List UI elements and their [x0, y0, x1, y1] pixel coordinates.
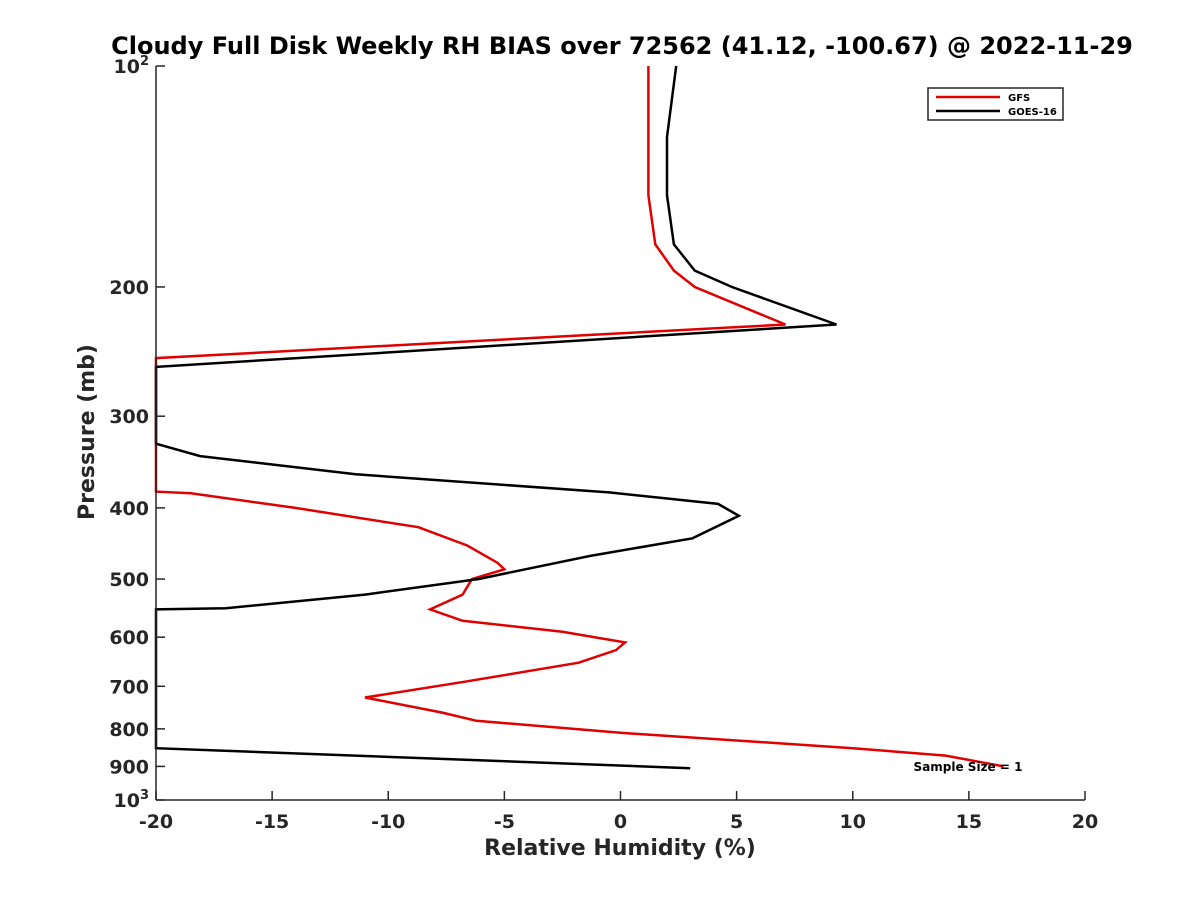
y-tick-label: 900 — [109, 756, 149, 778]
series-layer — [154, 65, 1004, 770]
y-tick-label: 200 — [109, 277, 149, 299]
x-tick-label: 15 — [956, 811, 982, 833]
series-line-goes-16 — [154, 65, 837, 770]
x-tick-label: -10 — [371, 811, 405, 833]
sample-size-annotation: Sample Size = 1 — [914, 760, 1023, 774]
y-tick-label: 600 — [109, 627, 149, 649]
y-tick-label: 800 — [109, 719, 149, 741]
x-tick-label: -20 — [139, 811, 173, 833]
legend: GFS GOES-16 — [927, 87, 1064, 121]
x-tick-label: -5 — [494, 811, 515, 833]
series-line-gfs — [154, 66, 1004, 768]
x-tick-label: 5 — [730, 811, 743, 833]
y-axis-label: Pressure (mb) — [75, 344, 100, 520]
y-tick-label: 300 — [109, 406, 149, 428]
y-tick-label: 700 — [109, 676, 149, 698]
y-tick-label: 102 — [114, 54, 150, 78]
legend-box — [927, 87, 1064, 121]
x-tick-label: 20 — [1072, 811, 1098, 833]
axes — [155, 65, 1086, 801]
x-tick-label: 0 — [614, 811, 627, 833]
x-tick-label: 10 — [840, 811, 866, 833]
x-tick-label: -15 — [255, 811, 289, 833]
tick-labels: -20 -15 -10 -5 0 5 10 15 20 102 200 300 400 500 600 700… — [109, 54, 1098, 833]
y-tick-label: 400 — [109, 498, 149, 520]
chart-title: Cloudy Full Disk Weekly RH BIAS over 725… — [111, 32, 1133, 60]
x-axis-label: Relative Humidity (%) — [484, 836, 756, 861]
legend-label-gfs: GFS — [1008, 93, 1030, 104]
y-tick-label: 103 — [114, 788, 150, 812]
legend-label-goes-16: GOES-16 — [1008, 107, 1057, 118]
y-tick-label: 500 — [109, 569, 149, 591]
